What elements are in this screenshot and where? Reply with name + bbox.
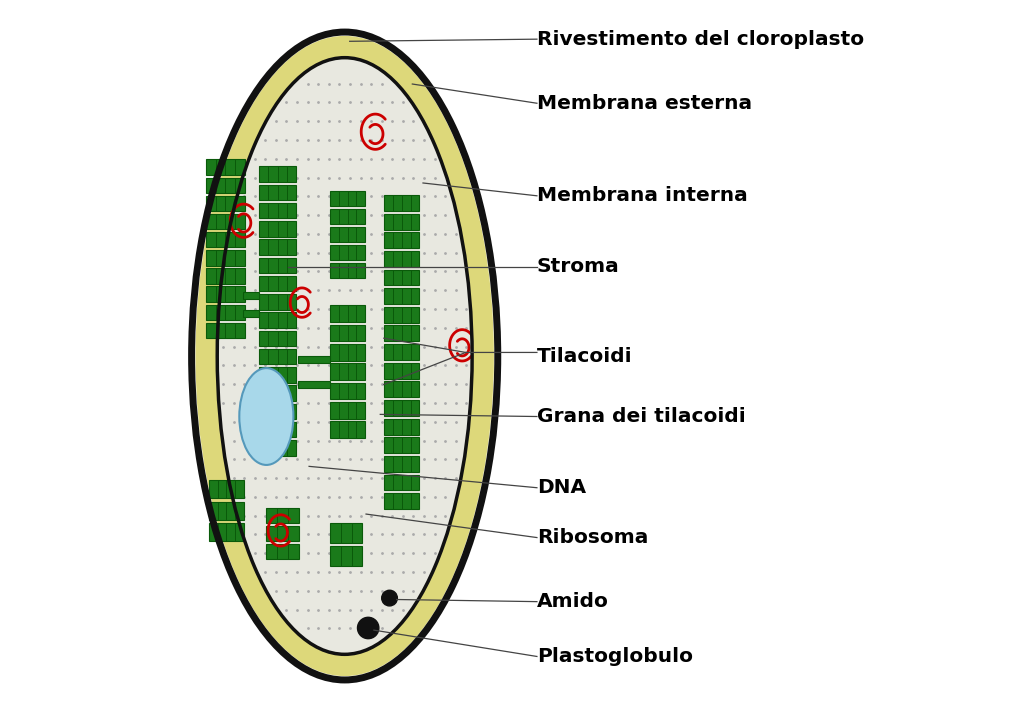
Bar: [206, 214, 245, 229]
Circle shape: [357, 617, 379, 639]
Bar: [259, 258, 296, 273]
Bar: [384, 251, 420, 267]
Bar: [259, 330, 296, 346]
Bar: [206, 268, 245, 283]
Bar: [266, 508, 299, 523]
Bar: [209, 480, 244, 498]
Bar: [331, 209, 365, 224]
Ellipse shape: [217, 58, 472, 654]
Bar: [384, 307, 420, 323]
Text: DNA: DNA: [537, 478, 586, 497]
Bar: [206, 159, 245, 174]
Bar: [259, 313, 296, 328]
Bar: [259, 349, 296, 365]
Bar: [384, 288, 420, 304]
Bar: [384, 456, 420, 472]
Bar: [259, 294, 296, 310]
Bar: [384, 325, 420, 341]
Bar: [331, 383, 365, 399]
Bar: [259, 422, 296, 437]
Bar: [259, 203, 296, 219]
Bar: [209, 523, 244, 541]
Text: Ribosoma: Ribosoma: [537, 528, 648, 547]
Bar: [206, 232, 245, 247]
Bar: [259, 276, 296, 291]
Text: Grana dei tilacoidi: Grana dei tilacoidi: [537, 407, 745, 426]
Bar: [206, 323, 245, 338]
Ellipse shape: [217, 58, 472, 654]
Bar: [331, 546, 362, 566]
Bar: [331, 245, 365, 260]
Text: Membrana esterna: Membrana esterna: [537, 94, 752, 112]
Bar: [259, 367, 296, 383]
Bar: [259, 167, 296, 182]
Bar: [384, 214, 420, 229]
Text: Rivestimento del cloroplasto: Rivestimento del cloroplasto: [537, 30, 864, 48]
Bar: [259, 184, 296, 200]
Bar: [206, 286, 245, 302]
Bar: [384, 382, 420, 397]
Bar: [243, 292, 259, 299]
Bar: [331, 523, 362, 543]
Text: Membrana interna: Membrana interna: [537, 187, 748, 205]
Bar: [384, 232, 420, 248]
Bar: [331, 363, 365, 380]
Bar: [259, 440, 296, 456]
Bar: [298, 381, 331, 388]
Bar: [206, 177, 245, 193]
Bar: [384, 437, 420, 453]
Ellipse shape: [240, 368, 294, 465]
Bar: [266, 526, 299, 541]
Bar: [331, 344, 365, 360]
Bar: [243, 310, 259, 317]
Bar: [384, 363, 420, 379]
Bar: [331, 325, 365, 341]
Bar: [206, 250, 245, 266]
Bar: [209, 501, 244, 520]
Bar: [259, 404, 296, 419]
Text: Tilacoidi: Tilacoidi: [537, 347, 633, 365]
Bar: [384, 270, 420, 286]
Circle shape: [382, 590, 397, 606]
Bar: [331, 402, 365, 419]
Bar: [384, 400, 420, 416]
Text: Plastoglobulo: Plastoglobulo: [537, 647, 693, 666]
Bar: [259, 385, 296, 401]
Bar: [384, 195, 420, 211]
Text: Amido: Amido: [537, 592, 609, 611]
Bar: [259, 221, 296, 236]
Bar: [298, 356, 331, 363]
Bar: [384, 475, 420, 491]
Bar: [384, 419, 420, 434]
Bar: [206, 196, 245, 211]
Text: Stroma: Stroma: [537, 258, 620, 276]
Bar: [384, 344, 420, 360]
Bar: [259, 239, 296, 255]
Ellipse shape: [196, 36, 494, 676]
Bar: [331, 422, 365, 438]
Bar: [384, 493, 420, 509]
Bar: [331, 263, 365, 278]
Bar: [206, 305, 245, 320]
Bar: [266, 544, 299, 559]
Bar: [331, 192, 365, 206]
Bar: [331, 227, 365, 242]
Bar: [331, 305, 365, 322]
